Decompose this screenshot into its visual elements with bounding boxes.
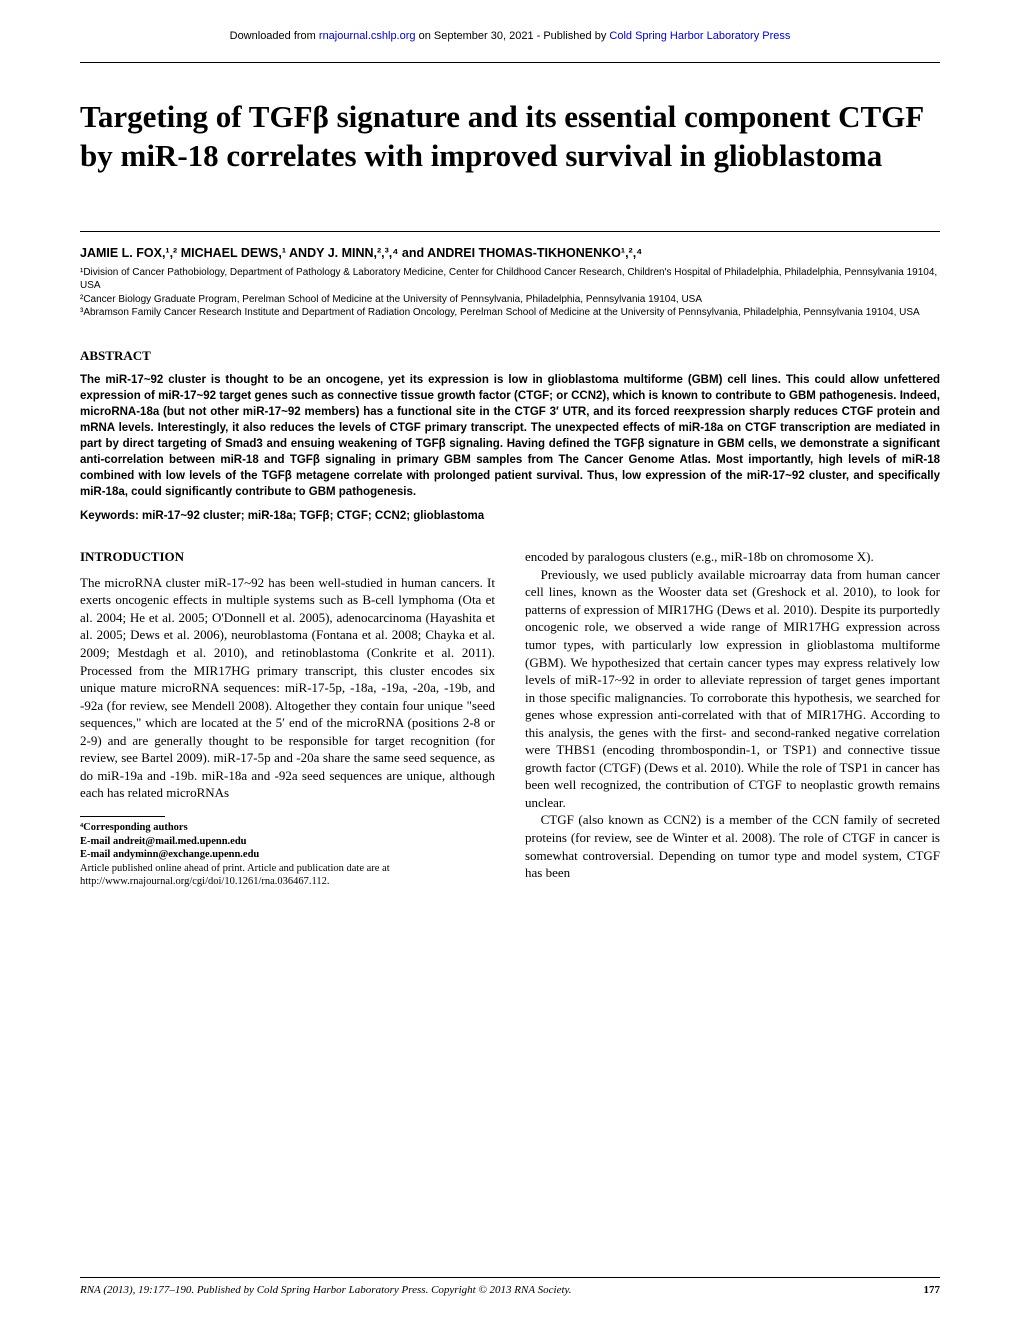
title-bottom-rule bbox=[80, 231, 940, 232]
corresponding-email-2: E-mail andyminn@exchange.upenn.edu bbox=[80, 848, 495, 862]
affiliation-1: ¹Division of Cancer Pathobiology, Depart… bbox=[80, 266, 940, 293]
introduction-heading: INTRODUCTION bbox=[80, 548, 495, 566]
publication-note: Article published online ahead of print.… bbox=[80, 862, 495, 889]
corresponding-authors-label: ⁴Corresponding authors bbox=[80, 821, 495, 835]
banner-prefix: Downloaded from bbox=[230, 30, 319, 42]
corresponding-email-1: E-mail andreit@mail.med.upenn.edu bbox=[80, 835, 495, 849]
keywords-label: Keywords: bbox=[80, 510, 139, 522]
authors-line: JAMIE L. FOX,¹,² MICHAEL DEWS,¹ ANDY J. … bbox=[80, 246, 940, 260]
left-column: INTRODUCTION The microRNA cluster miR-17… bbox=[80, 548, 495, 889]
download-banner: Downloaded from rnajournal.cshlp.org on … bbox=[80, 30, 940, 42]
banner-mid: on September 30, 2021 - Published by bbox=[416, 30, 610, 42]
footer-citation: RNA (2013), 19:177–190. Published by Col… bbox=[80, 1284, 572, 1296]
keywords-value: miR-17~92 cluster; miR-18a; TGFβ; CTGF; … bbox=[142, 510, 484, 522]
title-block: Targeting of TGFβ signature and its esse… bbox=[80, 63, 940, 231]
keywords-line: Keywords: miR-17~92 cluster; miR-18a; TG… bbox=[80, 510, 940, 522]
body-two-column: INTRODUCTION The microRNA cluster miR-17… bbox=[80, 548, 940, 889]
banner-link-publisher[interactable]: Cold Spring Harbor Laboratory Press bbox=[609, 30, 790, 42]
affiliations: ¹Division of Cancer Pathobiology, Depart… bbox=[80, 266, 940, 320]
affiliation-3: ³Abramson Family Cancer Research Institu… bbox=[80, 306, 940, 320]
page-footer: RNA (2013), 19:177–190. Published by Col… bbox=[80, 1277, 940, 1296]
intro-para-1-cont: encoded by paralogous clusters (e.g., mi… bbox=[525, 548, 940, 566]
page-number: 177 bbox=[924, 1284, 941, 1296]
abstract-heading: ABSTRACT bbox=[80, 348, 940, 364]
article-title: Targeting of TGFβ signature and its esse… bbox=[80, 98, 940, 176]
footnotes: ⁴Corresponding authors E-mail andreit@ma… bbox=[80, 821, 495, 889]
intro-para-3: CTGF (also known as CCN2) is a member of… bbox=[525, 811, 940, 881]
right-column: encoded by paralogous clusters (e.g., mi… bbox=[525, 548, 940, 889]
affiliation-2: ²Cancer Biology Graduate Program, Perelm… bbox=[80, 293, 940, 307]
footnote-rule bbox=[80, 816, 165, 817]
intro-para-1: The microRNA cluster miR-17~92 has been … bbox=[80, 574, 495, 802]
banner-link-journal[interactable]: rnajournal.cshlp.org bbox=[319, 30, 416, 42]
intro-para-2: Previously, we used publicly available m… bbox=[525, 566, 940, 812]
abstract-body: The miR-17~92 cluster is thought to be a… bbox=[80, 372, 940, 501]
